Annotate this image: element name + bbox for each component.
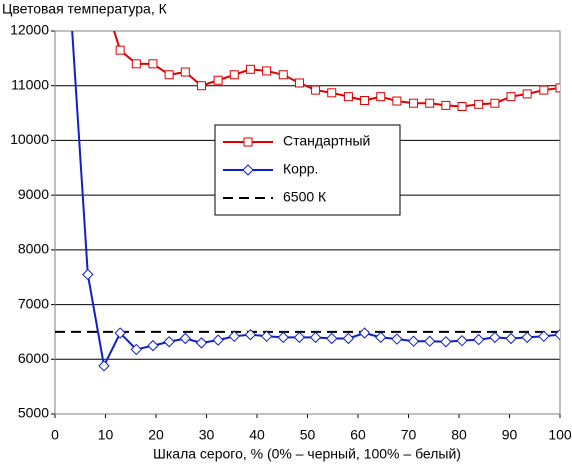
legend-label: Корр. [283,161,318,177]
marker [196,81,206,91]
marker [195,337,208,349]
marker [409,98,419,108]
marker [376,92,386,102]
x-tick-label: 50 [300,427,316,443]
marker [554,328,560,341]
marker [343,92,353,102]
marker [424,335,436,347]
x-tick-label: 80 [451,427,467,443]
y-tick-label: 8000 [18,241,49,257]
marker [506,92,516,102]
x-tick-label: 40 [249,427,265,443]
marker [505,332,517,345]
y-tick-label: 6000 [18,350,49,366]
y-tick-label: 9000 [18,186,49,202]
marker [130,343,143,356]
x-tick-label: 70 [401,427,417,443]
marker [441,100,451,110]
marker [260,330,273,343]
marker [147,339,159,352]
marker [375,331,387,344]
marker [407,335,420,347]
marker [262,66,272,76]
marker [229,70,239,80]
marker [98,360,110,372]
marker [457,102,467,112]
y-tick-label: 5000 [18,405,49,421]
marker [425,98,435,108]
marker [131,59,141,69]
marker [277,331,289,344]
legend-marker [243,137,253,147]
marker [212,334,224,346]
marker [327,88,337,98]
marker [311,85,321,95]
y-tick-label: 7000 [18,295,49,311]
marker [555,83,560,93]
marker [213,75,223,85]
x-axis-label: Шкала серого, % (0% – черный, 100% – бел… [153,446,461,462]
marker [326,332,338,345]
y-tick-label: 10000 [10,131,49,147]
marker [148,59,158,69]
x-tick-label: 60 [350,427,366,443]
marker [521,331,533,344]
marker [180,67,190,77]
x-tick-label: 100 [548,427,572,443]
legend-marker [242,164,254,176]
marker [522,89,532,99]
marker [472,333,485,346]
legend-label: Стандартный [283,133,370,149]
marker [391,333,403,345]
marker [360,95,370,105]
marker [358,327,371,339]
marker [294,78,304,88]
marker [244,328,257,341]
marker [456,334,468,347]
marker [164,70,174,80]
marker [163,336,175,348]
marker [179,332,191,345]
marker [82,268,94,281]
marker [309,331,322,344]
marker [440,336,452,348]
x-tick-label: 10 [98,427,114,443]
marker [538,330,550,343]
x-tick-label: 90 [502,427,518,443]
x-tick-label: 30 [199,427,215,443]
x-tick-label: 20 [148,427,164,443]
marker [245,64,255,74]
marker [342,332,355,345]
plot-frame [54,30,561,415]
y-tick-label: 12000 [10,22,49,38]
chart-title: Цветовая температура, К [2,1,168,17]
marker [539,85,549,95]
marker [114,327,126,339]
marker [392,96,402,106]
marker [489,331,501,344]
marker [115,45,125,55]
plot-area [55,31,560,372]
marker [490,98,500,108]
y-tick-label: 11000 [11,76,49,92]
marker [228,330,240,343]
x-tick-label: 0 [51,427,59,443]
marker [293,331,306,344]
marker [474,99,484,109]
legend-label: 6500 К [283,189,327,205]
marker [278,70,288,80]
